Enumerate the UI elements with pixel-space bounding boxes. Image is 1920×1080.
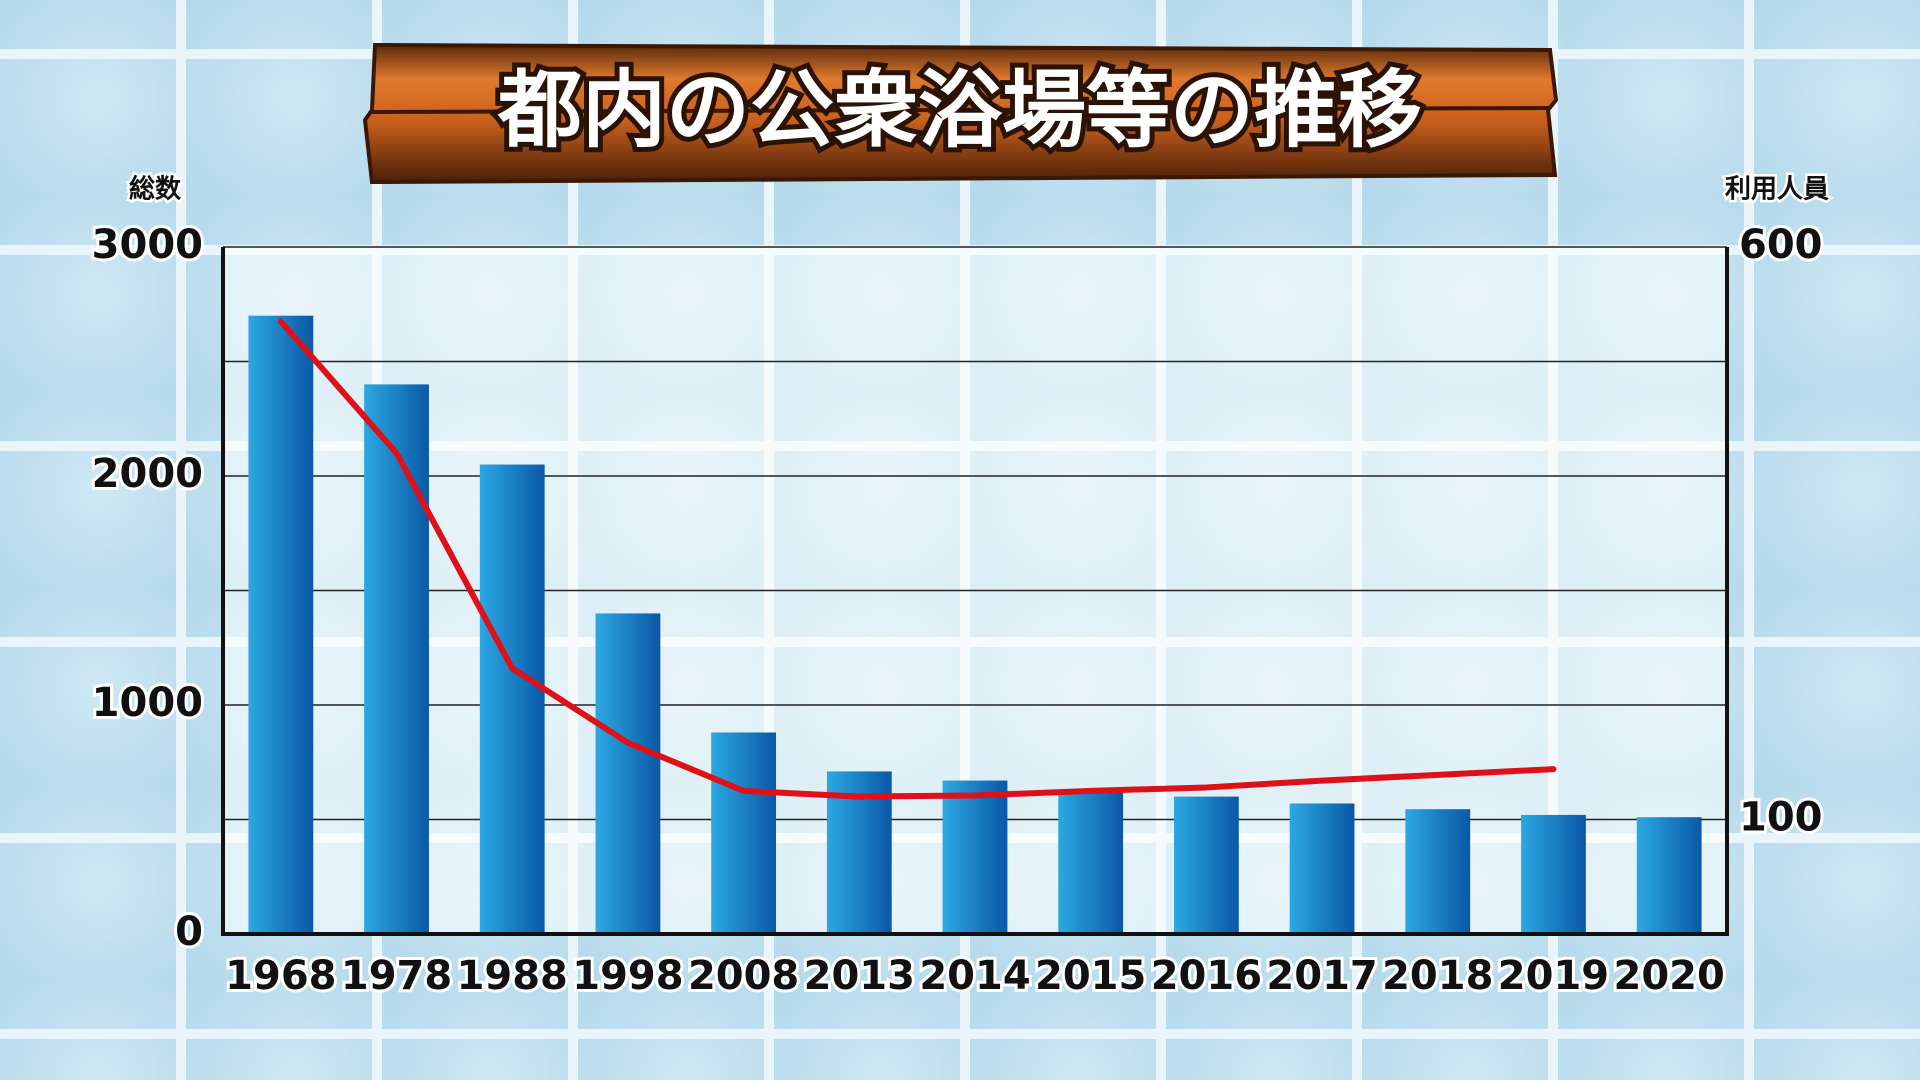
bar [711, 732, 777, 934]
y-tick-label: 1000 [92, 680, 203, 726]
bar [479, 464, 545, 934]
bar [1636, 817, 1702, 934]
x-tick-label: 2015 [1035, 953, 1146, 999]
x-tick-label: 1988 [457, 953, 568, 999]
y2-axis-label: 利用人員 [1725, 175, 1829, 205]
x-tick-label: 1998 [572, 953, 683, 999]
axis-frame [221, 247, 1729, 936]
bar [364, 384, 429, 934]
bar [1289, 803, 1355, 934]
title-sign [362, 42, 1559, 185]
x-tick-label: 2013 [804, 953, 915, 999]
bar [1405, 809, 1471, 934]
bar [248, 315, 314, 934]
x-tick-label: 2018 [1382, 953, 1493, 999]
x-tick-label: 2014 [919, 953, 1030, 999]
bar [595, 613, 661, 934]
bar [1521, 814, 1586, 934]
x-tick-label: 1978 [341, 953, 452, 999]
x-tick-label: 1968 [225, 953, 336, 999]
x-tick-label: 2019 [1498, 953, 1609, 999]
y-tick-label: 3000 [92, 222, 203, 268]
bar [1173, 796, 1239, 934]
y-tick-label: 0 [175, 909, 203, 955]
line [277, 318, 1557, 800]
x-tick-label: 2017 [1266, 953, 1377, 999]
x-tick-label: 2008 [688, 953, 799, 999]
x-tick-label: 2016 [1151, 953, 1262, 999]
chart-title: 都内の公衆浴場等の推移 [497, 61, 1422, 159]
y-tick-label: 2000 [92, 451, 203, 497]
bar [942, 780, 1008, 934]
y2-tick-label: 600 [1739, 222, 1823, 268]
bar [1058, 792, 1124, 934]
y2-tick-label: 100 [1739, 795, 1823, 841]
sign-seam [371, 106, 1551, 114]
y-axis-label: 総数 [129, 174, 182, 205]
x-tick-label: 2020 [1613, 953, 1724, 999]
